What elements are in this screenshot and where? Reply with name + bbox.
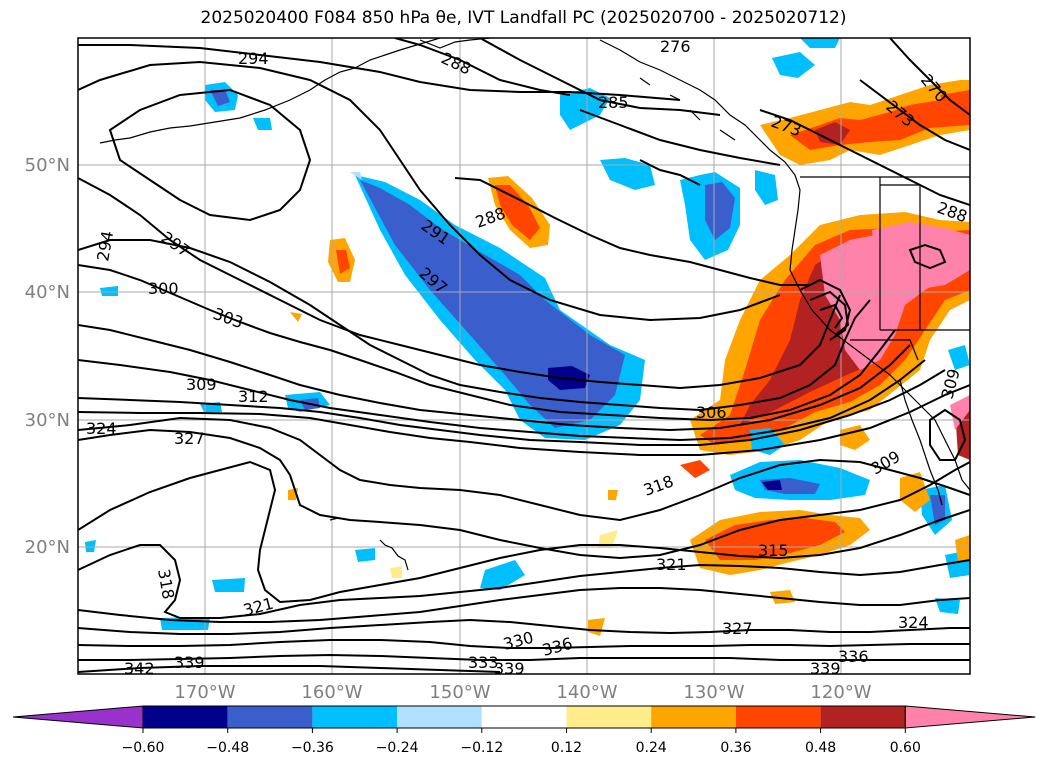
lat-label-30n: 30°N	[25, 410, 70, 431]
contour-label: 339	[494, 659, 525, 678]
colorbar-segment	[566, 706, 652, 728]
contour-label: 324	[86, 419, 117, 438]
colorbar-extend-high	[904, 705, 1036, 729]
colorbar-segment	[312, 706, 398, 728]
lon-label-160w: 160°W	[301, 682, 362, 703]
colorbar-tick-label: −0.48	[206, 740, 249, 756]
colorbar-tick-label: 0.24	[636, 740, 667, 756]
coastlines	[99, 38, 970, 571]
contour-label: 327	[722, 619, 753, 638]
contour-label: 312	[238, 387, 269, 406]
contour-label: 294	[238, 49, 269, 68]
contour-label: 339	[810, 659, 841, 678]
contour-label: 333	[468, 653, 499, 672]
colorbar-tick-label: 0.12	[551, 740, 582, 756]
shading-layer	[85, 38, 970, 636]
theta-e-contours	[78, 38, 970, 673]
colorbar-tick-label: 0.60	[890, 740, 921, 756]
lon-label-120w: 120°W	[810, 682, 871, 703]
lat-label-20n: 20°N	[25, 537, 70, 558]
colorbar-segment	[820, 706, 906, 728]
colorbar-segment	[143, 706, 228, 728]
contour-label: 285	[598, 93, 629, 112]
colorbar-tick-label: −0.12	[460, 740, 503, 756]
colorbar-segment	[397, 706, 482, 728]
colorbar-segment	[227, 706, 313, 728]
contour-label: 342	[124, 659, 155, 678]
lon-label-140w: 140°W	[556, 682, 617, 703]
colorbar-tick-label: −0.36	[291, 740, 334, 756]
contour-label: 276	[660, 37, 691, 56]
lon-label-130w: 130°W	[683, 682, 744, 703]
contour-label: 324	[898, 613, 929, 632]
lat-label-40n: 40°N	[25, 282, 70, 303]
contour-label: 300	[148, 279, 179, 298]
lon-label-150w: 150°W	[429, 682, 490, 703]
colorbar-tick-label: −0.60	[122, 740, 165, 756]
colorbar-outline	[142, 705, 906, 729]
contour-label: 309	[186, 375, 217, 394]
colorbar-segment	[651, 706, 736, 728]
colorbar-segment	[735, 706, 821, 728]
colorbar: −0.60 −0.48 −0.36 −0.24 −0.12 0.12 0.24 0.36 0.4…	[12, 705, 1036, 756]
longitude-labels: 170°W 160°W 150°W 140°W 130°W 120°W	[174, 682, 871, 703]
contour-label: 327	[174, 429, 205, 448]
contour-label: 315	[758, 541, 789, 560]
latitude-labels: 50°N 40°N 30°N 20°N	[25, 155, 70, 558]
colorbar-extend-low	[12, 705, 144, 729]
chart-title: 2025020400 F084 850 hPa θe, IVT Landfall…	[200, 8, 847, 28]
contour-label: 321	[656, 555, 687, 574]
colorbar-tick-label: 0.36	[720, 740, 751, 756]
lon-label-170w: 170°W	[174, 682, 235, 703]
colorbar-tick-label: −0.24	[376, 740, 419, 756]
contour-label: 336	[838, 647, 869, 666]
lat-label-50n: 50°N	[25, 155, 70, 176]
contour-label: 339	[174, 653, 205, 672]
colorbar-segment	[481, 706, 567, 728]
colorbar-tick-label: 0.48	[805, 740, 836, 756]
contour-label: 306	[696, 403, 727, 422]
